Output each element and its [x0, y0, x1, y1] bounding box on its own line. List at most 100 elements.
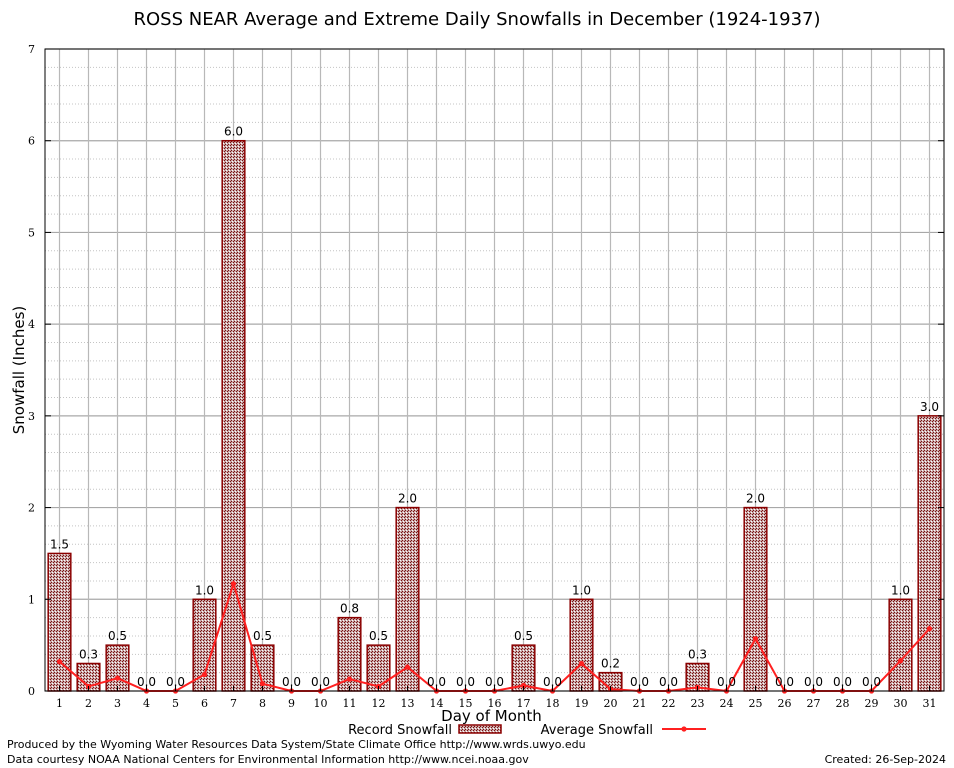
- x-tick-label: 31: [923, 697, 937, 710]
- bar-value-label: 0.0: [717, 675, 736, 689]
- y-tick-label: 0: [28, 685, 35, 698]
- legend-label-average: Average Snowfall: [541, 723, 653, 738]
- x-tick-label: 19: [575, 697, 589, 710]
- x-tick-label: 3: [114, 697, 121, 710]
- bar-value-label: 0.0: [862, 675, 881, 689]
- x-tick-label: 14: [430, 697, 444, 710]
- x-tick-label: 6: [201, 697, 208, 710]
- record-bar: [917, 415, 942, 692]
- x-tick-label: 29: [865, 697, 879, 710]
- chart-title: ROSS NEAR Average and Extreme Daily Snow…: [133, 9, 821, 30]
- bar-value-label: 0.0: [282, 675, 301, 689]
- x-tick-label: 25: [749, 697, 763, 710]
- x-tick-label: 15: [459, 697, 473, 710]
- bar-value-label: 0.0: [804, 675, 823, 689]
- average-point: [346, 676, 353, 682]
- bar-value-label: 0.0: [137, 675, 156, 689]
- bar-value-label: 3.0: [920, 400, 939, 414]
- x-tick-label: 13: [401, 697, 415, 710]
- average-point: [230, 581, 237, 587]
- x-tick-label: 2: [85, 697, 92, 710]
- x-tick-label: 17: [517, 697, 531, 710]
- average-point: [897, 658, 904, 664]
- x-tick-label: 9: [288, 697, 295, 710]
- x-tick-label: 8: [259, 697, 266, 710]
- bar-value-label: 0.5: [108, 629, 127, 643]
- bar-value-label: 0.0: [630, 675, 649, 689]
- record-bar: [395, 506, 420, 692]
- bar-value-label: 0.0: [311, 675, 330, 689]
- bar-value-label: 2.0: [746, 492, 765, 506]
- bar-value-label: 0.5: [369, 629, 388, 643]
- bar-value-label: 1.0: [891, 583, 910, 597]
- bar-value-label: 6.0: [224, 125, 243, 139]
- average-point: [404, 664, 411, 670]
- x-tick-label: 30: [894, 697, 908, 710]
- average-point: [578, 660, 585, 667]
- y-tick-label: 2: [28, 502, 35, 515]
- x-tick-label: 11: [343, 697, 357, 710]
- bar-value-label: 0.0: [485, 675, 504, 689]
- bar-value-label: 1.0: [572, 583, 591, 597]
- y-axis-title: Snowfall (Inches): [10, 306, 28, 434]
- bar-value-label: 1.0: [195, 583, 214, 597]
- y-tick-label: 1: [28, 593, 35, 606]
- x-tick-label: 5: [172, 697, 179, 710]
- bar-value-label: 2.0: [398, 492, 417, 506]
- y-tick-label: 5: [28, 226, 35, 239]
- x-tick-label: 12: [372, 697, 386, 710]
- legend-label-record: Record Snowfall: [348, 723, 452, 738]
- average-point: [752, 636, 759, 642]
- x-tick-label: 4: [143, 697, 150, 710]
- average-point: [114, 675, 121, 681]
- record-bar: [569, 598, 594, 692]
- bar-value-label: 0.0: [659, 675, 678, 689]
- x-tick-label: 27: [807, 697, 821, 710]
- legend-swatch-record: [458, 724, 502, 734]
- x-tick-label: 16: [488, 697, 502, 710]
- average-point: [201, 671, 208, 678]
- bar-value-label: 0.0: [427, 675, 446, 689]
- bar-value-label: 0.0: [166, 675, 185, 689]
- bar-value-label: 0.0: [833, 675, 852, 689]
- record-bar: [192, 598, 217, 692]
- x-tick-label: 24: [720, 697, 734, 710]
- bar-value-label: 0.3: [688, 647, 707, 661]
- footer-created-date: Created: 26-Sep-2024: [824, 753, 946, 766]
- bar-value-label: 0.5: [253, 629, 272, 643]
- x-tick-label: 21: [633, 697, 647, 710]
- record-bar: [105, 644, 130, 692]
- bar-value-label: 0.5: [514, 629, 533, 643]
- average-point: [56, 659, 63, 665]
- record-bar: [47, 552, 72, 692]
- average-point: [259, 681, 266, 687]
- average-point: [520, 682, 527, 689]
- bar-value-label: 0.0: [456, 675, 475, 689]
- bar-value-label: 0.0: [775, 675, 794, 689]
- x-axis-title: Day of Month: [441, 707, 542, 725]
- x-tick-label: 20: [604, 697, 618, 710]
- footer-data-courtesy: Data courtesy NOAA National Centers for …: [7, 753, 529, 766]
- x-tick-label: 28: [836, 697, 850, 710]
- x-tick-label: 10: [314, 697, 328, 710]
- record-bar: [743, 506, 768, 692]
- bar-value-label: 0.2: [601, 657, 620, 671]
- y-tick-label: 7: [28, 43, 35, 56]
- legend-marker-average: [681, 726, 687, 732]
- bar-value-label: 0.3: [79, 647, 98, 661]
- x-tick-label: 18: [546, 697, 560, 710]
- bar-value-label: 0.0: [543, 675, 562, 689]
- y-tick-label: 3: [28, 410, 35, 423]
- x-tick-label: 23: [691, 697, 705, 710]
- bar-value-label: 1.5: [50, 537, 69, 551]
- record-bar: [888, 598, 913, 692]
- y-tick-label: 6: [28, 135, 35, 148]
- x-tick-label: 1: [56, 697, 63, 710]
- y-tick-label: 4: [28, 318, 35, 331]
- x-tick-label: 22: [662, 697, 676, 710]
- average-point: [926, 626, 933, 632]
- bar-value-label: 0.8: [340, 602, 359, 616]
- footer-produced-by: Produced by the Wyoming Water Resources …: [7, 738, 586, 751]
- x-tick-label: 7: [230, 697, 237, 710]
